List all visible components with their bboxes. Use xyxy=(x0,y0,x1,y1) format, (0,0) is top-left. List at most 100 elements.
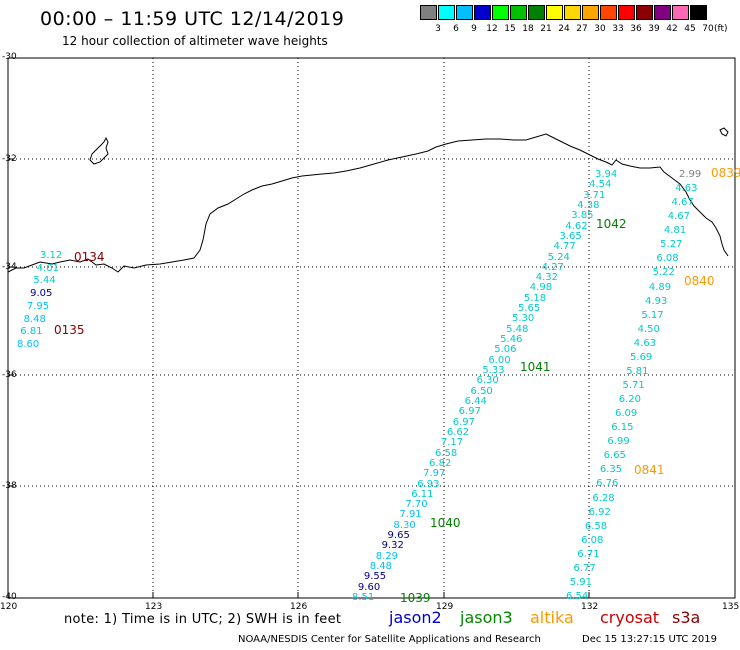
wave-height-value: 9.60 xyxy=(357,581,381,593)
wave-height-value: 3.65 xyxy=(559,230,582,242)
color-scale-swatch xyxy=(618,5,635,20)
lon-label-126: 126 xyxy=(290,602,308,612)
wave-height-value: 6.58 xyxy=(584,520,608,532)
wave-height-value: 8.51 xyxy=(352,592,375,603)
wave-height-value: 5.91 xyxy=(569,576,593,588)
pass-label-1040: 1040 xyxy=(430,516,461,530)
lat-label-32: -32 xyxy=(2,154,17,164)
pass-label-1041: 1041 xyxy=(520,360,551,374)
lat-label-36: -36 xyxy=(2,370,17,380)
lat-label-40: -40 xyxy=(2,592,17,602)
color-scale-swatch xyxy=(474,5,491,20)
wave-height-value: 2.99 xyxy=(679,169,702,180)
color-scale-swatch xyxy=(456,5,473,20)
wave-height-value: 5.71 xyxy=(622,380,645,391)
lat-label-34: -34 xyxy=(2,262,17,272)
color-scale-swatch xyxy=(564,5,581,20)
wave-height-value: 4.50 xyxy=(637,323,660,335)
wave-height-value: 5.06 xyxy=(494,344,517,356)
color-scale-label: 33 xyxy=(612,24,624,34)
color-scale-swatch xyxy=(600,5,617,20)
wave-height-value: 5.30 xyxy=(512,313,535,325)
wave-height-value: 5.24 xyxy=(547,251,570,263)
wave-height-value: 5.48 xyxy=(506,323,529,335)
wave-height-value: 4.93 xyxy=(645,295,668,307)
wave-height-value: 7.91 xyxy=(399,509,422,521)
wave-height-value: 6.65 xyxy=(603,450,626,462)
units-note: note: 1) Time is in UTC; 2) SWH is in fe… xyxy=(64,612,342,627)
wave-height-value: 6.30 xyxy=(476,375,499,387)
wave-height-value: 9.05 xyxy=(30,288,53,300)
wave-height-value: 6.00 xyxy=(488,354,511,366)
pass-label-0134: 0134 xyxy=(74,250,105,264)
color-scale-swatch xyxy=(492,5,509,20)
color-scale-label: 42 xyxy=(666,24,678,34)
wave-height-value: 6.20 xyxy=(618,394,641,406)
wave-height-value: 4.32 xyxy=(535,272,558,284)
color-scale-label: 9 xyxy=(471,24,477,34)
wave-height-value: 6.09 xyxy=(614,408,638,420)
wave-height-value: 5.81 xyxy=(626,365,649,377)
color-scale-swatch xyxy=(636,5,653,20)
color-scale-label: 18 xyxy=(522,24,534,34)
pass-label-0840: 0840 xyxy=(684,274,715,288)
wave-height-value: 8.48 xyxy=(369,561,393,573)
legend-altika: altika xyxy=(530,608,574,627)
lat-label-30: -30 xyxy=(2,52,17,62)
color-scale-unit: (ft) xyxy=(714,24,728,34)
wave-height-value: 3.94 xyxy=(595,169,618,180)
pass-label-1039: 1039 xyxy=(400,591,431,605)
wave-height-value: 6.62 xyxy=(446,426,470,438)
wave-height-value: 6.50 xyxy=(470,385,493,397)
pass-label-0841: 0841 xyxy=(634,463,665,477)
wave-height-value: 5.22 xyxy=(652,267,675,279)
lon-label-135: 135 xyxy=(722,602,740,612)
page-title: 00:00 – 11:59 UTC 12/14/2019 xyxy=(40,8,345,30)
color-scale-swatch xyxy=(438,5,455,20)
wave-height-value: 4.63 xyxy=(675,183,698,195)
wave-height-value: 8.60 xyxy=(17,339,40,350)
wave-height-value: 4.77 xyxy=(553,241,576,253)
wave-height-value: 3.71 xyxy=(583,189,606,201)
color-scale-label: 45 xyxy=(684,24,696,34)
wave-height-value: 5.65 xyxy=(517,303,541,315)
wave-height-value: 4.89 xyxy=(648,281,672,293)
color-scale-label: 12 xyxy=(486,24,498,34)
lon-label-120: 120 xyxy=(0,602,18,612)
footer-timestamp: Dec 15 13:27:15 UTC 2019 xyxy=(582,634,717,645)
wave-height-value: 5.17 xyxy=(641,309,664,321)
wave-height-value: 8.48 xyxy=(23,313,46,325)
lon-label-132: 132 xyxy=(581,602,599,612)
pass-label-1042: 1042 xyxy=(596,217,627,231)
wave-height-value: 4.01 xyxy=(36,262,59,274)
lon-label-129: 129 xyxy=(436,602,454,612)
wave-height-value: 7.17 xyxy=(440,437,464,449)
wave-height-value: 6.08 xyxy=(581,534,604,546)
color-scale-label: 15 xyxy=(504,24,516,34)
wave-height-value: 5.33 xyxy=(482,365,505,377)
color-scale-label: 3 xyxy=(435,24,441,34)
wave-height-value: 6.82 xyxy=(429,457,452,469)
legend-jason3: jason3 xyxy=(460,608,513,627)
wave-height-value: 6.99 xyxy=(607,436,630,448)
lat-label-38: -38 xyxy=(2,481,17,491)
color-scale-swatch xyxy=(528,5,545,20)
coastline-island xyxy=(89,136,109,165)
wave-height-value: 4.38 xyxy=(577,199,600,211)
wave-height-value: 6.97 xyxy=(458,406,481,418)
color-scale-label: 36 xyxy=(630,24,642,34)
wave-height-value: 6.76 xyxy=(596,478,619,490)
pass-label-0839: 0839 xyxy=(711,166,740,180)
wave-height-value: 6.93 xyxy=(417,478,440,490)
pass-label-0135: 0135 xyxy=(54,323,85,337)
footer-credit: NOAA/NESDIS Center for Satellite Applica… xyxy=(238,634,541,645)
wave-height-value: 4.63 xyxy=(633,337,657,349)
axis-ticks xyxy=(8,57,590,598)
color-scale-swatch xyxy=(582,5,599,20)
legend-jason2: jason2 xyxy=(389,608,442,627)
wave-height-value: 6.71 xyxy=(577,548,600,560)
wave-height-value: 6.92 xyxy=(588,506,611,518)
wave-height-value: 4.27 xyxy=(541,261,564,273)
